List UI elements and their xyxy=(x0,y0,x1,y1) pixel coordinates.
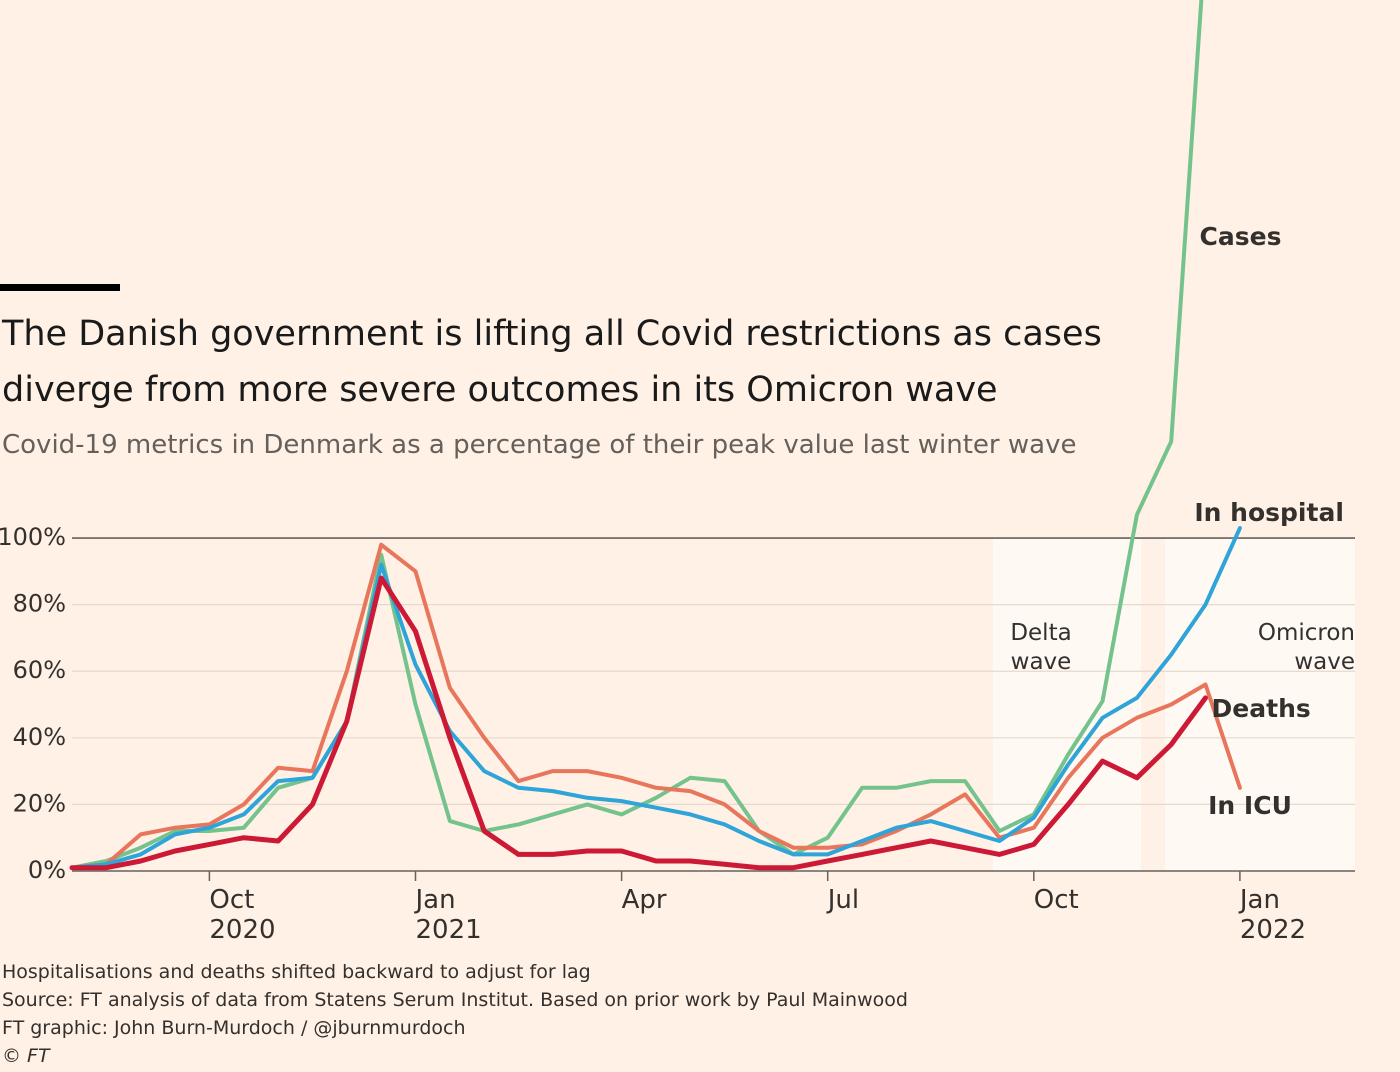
delta-shade xyxy=(993,538,1141,871)
annotation: Delta wave xyxy=(1010,620,1071,675)
series-label: In hospital xyxy=(1194,498,1344,527)
top-rule xyxy=(0,284,120,291)
y-tick-label: 20% xyxy=(13,789,66,817)
chart-subtitle: Covid-19 metrics in Denmark as a percent… xyxy=(2,430,1077,460)
series-line xyxy=(69,575,1208,871)
chart-title: The Danish government is lifting all Cov… xyxy=(2,314,1102,410)
note: Source: FT analysis of data from Statens… xyxy=(2,989,908,1011)
note: © FT xyxy=(2,1045,50,1067)
x-tick-label: Oct xyxy=(1034,885,1079,915)
y-tick-label: 0% xyxy=(28,856,66,884)
x-tick-label: Jan 2022 xyxy=(1238,885,1306,945)
series-label: Cases xyxy=(1200,222,1282,251)
y-tick-label: 40% xyxy=(13,723,66,751)
x-tick-label: Jul xyxy=(826,885,859,915)
series-label: In ICU xyxy=(1208,791,1292,820)
labels: 0% 20% 40% 60% 80% 100% Oct 2020 Jan 2021 Apr Jul Oc… xyxy=(0,222,1355,945)
annotation: Omicron wave xyxy=(1258,620,1355,675)
note: Hospitalisations and deaths shifted back… xyxy=(2,961,591,983)
note: FT graphic: John Burn-Murdoch / @jburnmu… xyxy=(2,1017,466,1039)
y-tick-label: 60% xyxy=(13,656,66,684)
lines xyxy=(69,0,1242,871)
grid xyxy=(72,537,1355,881)
x-tick-label: Oct 2020 xyxy=(209,885,275,945)
y-tick-label: 100% xyxy=(0,523,66,551)
series-line xyxy=(70,542,1242,870)
x-tick-label: Apr xyxy=(622,885,667,915)
x-tick-label: Jan 2021 xyxy=(414,885,482,945)
series-label: Deaths xyxy=(1212,694,1311,723)
omicron-shade xyxy=(1165,538,1355,871)
notes: Hospitalisations and deaths shifted back… xyxy=(2,958,908,1070)
series-line xyxy=(70,526,1242,870)
y-tick-label: 80% xyxy=(13,590,66,618)
